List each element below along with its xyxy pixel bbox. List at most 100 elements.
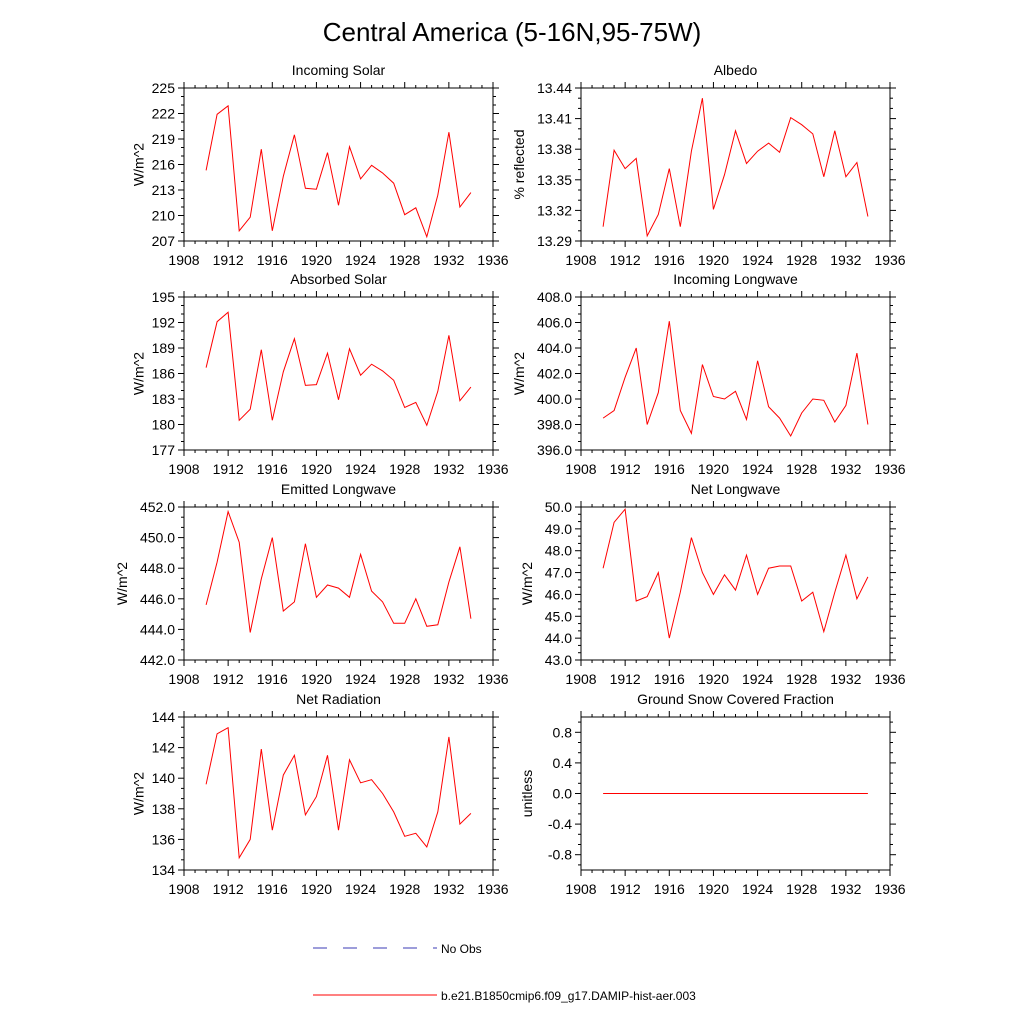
- x-tick-label: 1908: [168, 881, 199, 897]
- y-axis-label: W/m^2: [130, 143, 146, 186]
- y-tick-label: 213: [152, 182, 176, 198]
- x-tick-label: 1920: [698, 252, 729, 268]
- y-tick-label: 408.0: [537, 289, 572, 305]
- x-tick-label: 1932: [830, 461, 861, 477]
- y-tick-label: 210: [152, 208, 176, 224]
- y-tick-label: 189: [152, 340, 176, 356]
- y-tick-label: 138: [152, 801, 176, 817]
- x-tick-label: 1924: [345, 461, 376, 477]
- panel-grid: Incoming Solar 1908 1912 1916 1920 1924 1928 19…: [114, 62, 906, 897]
- series-line: [602, 98, 869, 238]
- chart-panel: Incoming Longwave 1908 1912 1916 1920 1924 192…: [511, 271, 906, 477]
- x-tick-label: 1912: [610, 252, 641, 268]
- x-tick-label: 1908: [565, 671, 596, 687]
- x-tick-label: 1936: [477, 881, 508, 897]
- panel-title: Net Longwave: [691, 481, 781, 497]
- x-tick-label: 1908: [168, 461, 199, 477]
- x-tick-label: 1916: [257, 881, 288, 897]
- y-tick-label: 144: [152, 709, 176, 725]
- series-line: [205, 311, 472, 427]
- x-tick-label: 1928: [389, 881, 420, 897]
- x-tick-label: 1936: [477, 671, 508, 687]
- x-tick-label: 1916: [654, 671, 685, 687]
- x-tick-label: 1928: [786, 252, 817, 268]
- y-tick-label: 216: [152, 157, 176, 173]
- y-axis-label: W/m^2: [130, 352, 146, 395]
- y-tick-label: 13.32: [537, 202, 572, 218]
- legend-obs-label: No Obs: [441, 942, 482, 956]
- series-line: [205, 726, 472, 860]
- panel-title: Net Radiation: [296, 691, 381, 707]
- x-tick-label: 1928: [389, 461, 420, 477]
- x-tick-label: 1932: [433, 671, 464, 687]
- x-tick-label: 1916: [257, 461, 288, 477]
- y-tick-label: 49.0: [545, 521, 572, 537]
- plot-frame: [580, 296, 891, 451]
- x-tick-label: 1936: [874, 881, 905, 897]
- x-tick-label: 1928: [786, 881, 817, 897]
- y-tick-label: -0.4: [548, 816, 572, 832]
- x-tick-label: 1928: [786, 671, 817, 687]
- y-tick-label: 13.35: [537, 172, 572, 188]
- y-tick-label: 46.0: [545, 586, 572, 602]
- y-tick-label: 448.0: [140, 560, 175, 576]
- x-tick-label: 1920: [301, 881, 332, 897]
- y-tick-label: 13.29: [537, 233, 572, 249]
- y-tick-label: 186: [152, 366, 176, 382]
- plot-frame: [580, 87, 891, 242]
- y-tick-label: 452.0: [140, 499, 175, 515]
- x-tick-label: 1924: [742, 252, 773, 268]
- x-tick-label: 1936: [477, 252, 508, 268]
- x-tick-label: 1932: [830, 671, 861, 687]
- y-tick-label: 13.44: [537, 80, 572, 96]
- y-tick-label: 13.41: [537, 111, 572, 127]
- x-tick-label: 1912: [213, 671, 244, 687]
- y-tick-label: 0.0: [553, 786, 573, 802]
- x-tick-label: 1932: [433, 881, 464, 897]
- x-tick-label: 1936: [874, 671, 905, 687]
- x-tick-label: 1916: [654, 881, 685, 897]
- x-tick-label: 1912: [610, 461, 641, 477]
- x-tick-label: 1936: [874, 252, 905, 268]
- x-tick-label: 1912: [213, 461, 244, 477]
- y-tick-label: 450.0: [140, 530, 175, 546]
- y-tick-label: 0.8: [553, 724, 573, 740]
- x-tick-label: 1920: [301, 671, 332, 687]
- x-tick-label: 1924: [742, 461, 773, 477]
- x-tick-label: 1908: [565, 881, 596, 897]
- y-tick-label: 446.0: [140, 591, 175, 607]
- x-tick-label: 1920: [301, 461, 332, 477]
- y-tick-label: 142: [152, 740, 176, 756]
- panel-title: Albedo: [714, 62, 758, 78]
- y-tick-label: -0.8: [548, 847, 572, 863]
- y-axis-label: W/m^2: [511, 352, 527, 395]
- series-line: [205, 509, 472, 633]
- x-tick-label: 1932: [433, 461, 464, 477]
- y-tick-label: 398.0: [537, 417, 572, 433]
- x-tick-label: 1920: [698, 881, 729, 897]
- x-tick-label: 1924: [742, 671, 773, 687]
- chart-panel: Albedo 1908 1912 1916 1920 1924 1928 1932 1936 13…: [511, 62, 906, 268]
- y-tick-label: 195: [152, 289, 176, 305]
- plot-frame: [183, 716, 494, 871]
- x-tick-label: 1928: [786, 461, 817, 477]
- chart-panel: Net Longwave 1908 1912 1916 1920 1924 1928 1932…: [519, 481, 906, 687]
- y-tick-label: 444.0: [140, 621, 175, 637]
- y-tick-label: 13.38: [537, 141, 572, 157]
- y-tick-label: 207: [152, 233, 176, 249]
- panel-title: Incoming Longwave: [673, 271, 798, 287]
- y-tick-label: 402.0: [537, 366, 572, 382]
- chart-panel: Net Radiation 1908 1912 1916 1920 1924 1928 193…: [130, 691, 508, 897]
- y-tick-label: 48.0: [545, 543, 572, 559]
- x-tick-label: 1912: [610, 671, 641, 687]
- x-tick-label: 1924: [345, 881, 376, 897]
- x-tick-label: 1936: [477, 461, 508, 477]
- x-tick-label: 1908: [168, 252, 199, 268]
- plot-frame: [183, 87, 494, 242]
- y-tick-label: 400.0: [537, 391, 572, 407]
- y-tick-label: 44.0: [545, 630, 572, 646]
- x-tick-label: 1916: [257, 671, 288, 687]
- chart-panel: Absorbed Solar 1908 1912 1916 1920 1924 1928 19…: [130, 271, 508, 477]
- y-tick-label: 136: [152, 831, 176, 847]
